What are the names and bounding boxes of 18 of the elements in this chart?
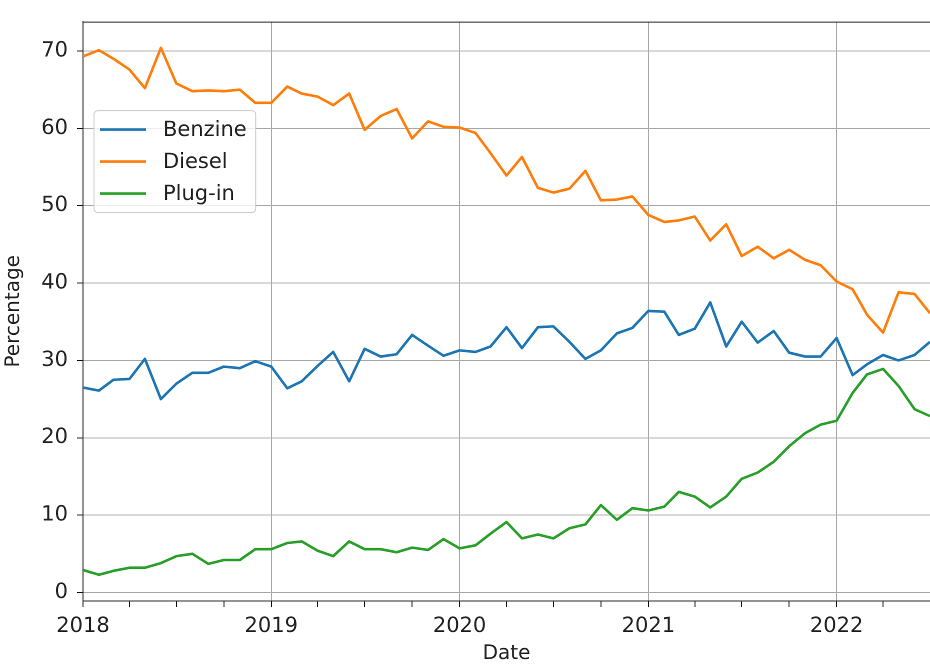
x-tick-label: 2019	[244, 613, 298, 638]
y-tick-label: 30	[41, 346, 68, 371]
y-axis-title: Percentage	[0, 255, 24, 368]
legend-label: Benzine	[163, 117, 247, 142]
y-tick-label: 60	[41, 114, 68, 139]
x-axis-title: Date	[482, 640, 530, 664]
legend-label: Diesel	[163, 149, 228, 174]
x-tick-label: 2020	[432, 613, 486, 638]
y-tick-label: 70	[41, 37, 68, 62]
y-tick-label: 50	[41, 192, 68, 216]
x-tick-label: 2018	[56, 613, 110, 638]
y-tick-label: 10	[41, 502, 68, 526]
y-tick-label: 0	[54, 578, 68, 603]
x-tick-label: 2021	[622, 613, 676, 638]
x-tick-label: 2022	[810, 613, 864, 638]
legend-label: Plug-in	[163, 181, 235, 206]
y-tick-label: 20	[41, 424, 68, 448]
y-tick-label: 40	[41, 270, 68, 294]
